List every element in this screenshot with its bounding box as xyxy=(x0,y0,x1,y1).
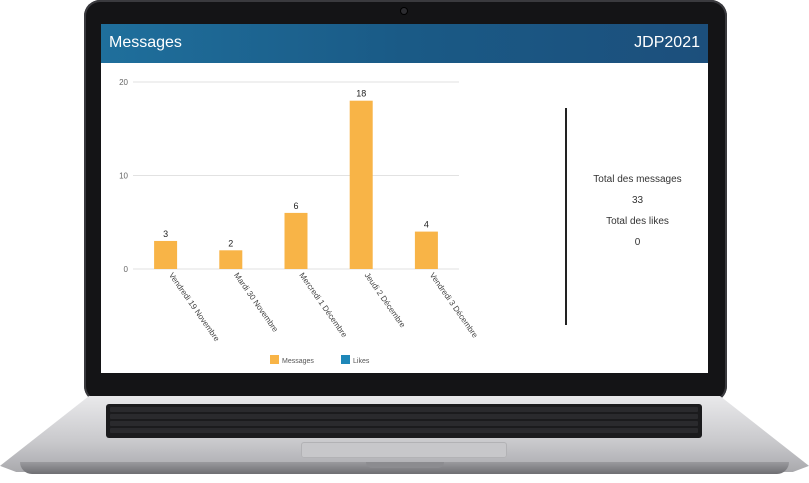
x-tick-label: Mercredi 1 Décembre xyxy=(297,271,349,340)
total-likes-value: 0 xyxy=(634,237,641,248)
bar xyxy=(154,240,178,269)
laptop-base-front xyxy=(20,462,789,474)
total-messages-label: Total des messages xyxy=(593,174,682,185)
legend-label: Likes xyxy=(353,358,370,365)
brand-label: JDP2021 xyxy=(634,34,700,51)
webcam-icon xyxy=(401,8,407,14)
app-header: Messages JDP2021 xyxy=(101,24,708,63)
y-tick-label: 20 xyxy=(119,78,128,87)
bar xyxy=(414,231,438,269)
bar xyxy=(284,212,308,269)
x-tick-label: Vendredi 19 Novembre xyxy=(167,271,222,344)
legend-swatch xyxy=(270,355,279,364)
total-messages-value: 33 xyxy=(631,195,644,206)
key xyxy=(110,428,698,433)
data-label: 18 xyxy=(356,89,366,99)
key xyxy=(110,407,698,412)
key xyxy=(110,414,698,419)
bar xyxy=(349,100,373,269)
y-tick-label: 10 xyxy=(119,172,128,181)
key-row xyxy=(110,428,698,433)
x-tick-label: Vendredi 3 Décembre xyxy=(428,271,480,340)
stats-panel: Total des messages 33 Total des likes 0 xyxy=(567,169,708,253)
stats-divider xyxy=(565,108,567,325)
total-likes-label: Total des likes xyxy=(606,216,669,227)
laptop-notch xyxy=(366,462,444,468)
bar xyxy=(219,250,243,269)
key-row xyxy=(110,421,698,426)
data-label: 6 xyxy=(293,201,298,211)
key-row xyxy=(110,414,698,419)
key xyxy=(110,421,698,426)
data-label: 3 xyxy=(163,229,168,239)
key-row xyxy=(110,407,698,412)
keyboard xyxy=(106,404,702,438)
x-tick-label: Jeudi 2 Décembre xyxy=(363,271,408,330)
page-title: Messages xyxy=(109,34,182,51)
x-tick-label: Mardi 30 Novembre xyxy=(232,271,280,334)
data-label: 4 xyxy=(424,220,429,230)
screen: Messages JDP2021 0 10 20 3 Vendredi 19 Novem… xyxy=(101,24,708,373)
messages-chart: 0 10 20 3 Vendredi 19 Novembre 2 Mardi 30 Nove… xyxy=(119,78,480,365)
data-label: 2 xyxy=(228,238,233,248)
trackpad xyxy=(301,442,507,458)
legend-swatch xyxy=(341,355,350,364)
legend-label: Messages xyxy=(282,358,314,365)
y-tick-label: 0 xyxy=(124,265,129,274)
